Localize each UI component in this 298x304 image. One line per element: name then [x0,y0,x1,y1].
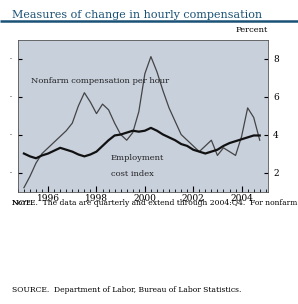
Text: NOTE.  The data are quarterly and extend through 2004:Q4.  For nonfarm compensat: NOTE. The data are quarterly and extend … [12,199,298,207]
Text: cost index: cost index [111,170,154,178]
Text: Nonfarm compensation per hour: Nonfarm compensation per hour [31,77,169,85]
Text: Employment: Employment [111,154,164,162]
Text: SOURCE.  Department of Labor, Bureau of Labor Statistics.: SOURCE. Department of Labor, Bureau of L… [12,286,241,294]
Text: Measures of change in hourly compensation: Measures of change in hourly compensatio… [12,10,262,20]
Text: Percent: Percent [236,26,268,34]
Text: Nᴏᴛᴇ.: Nᴏᴛᴇ. [12,199,34,207]
